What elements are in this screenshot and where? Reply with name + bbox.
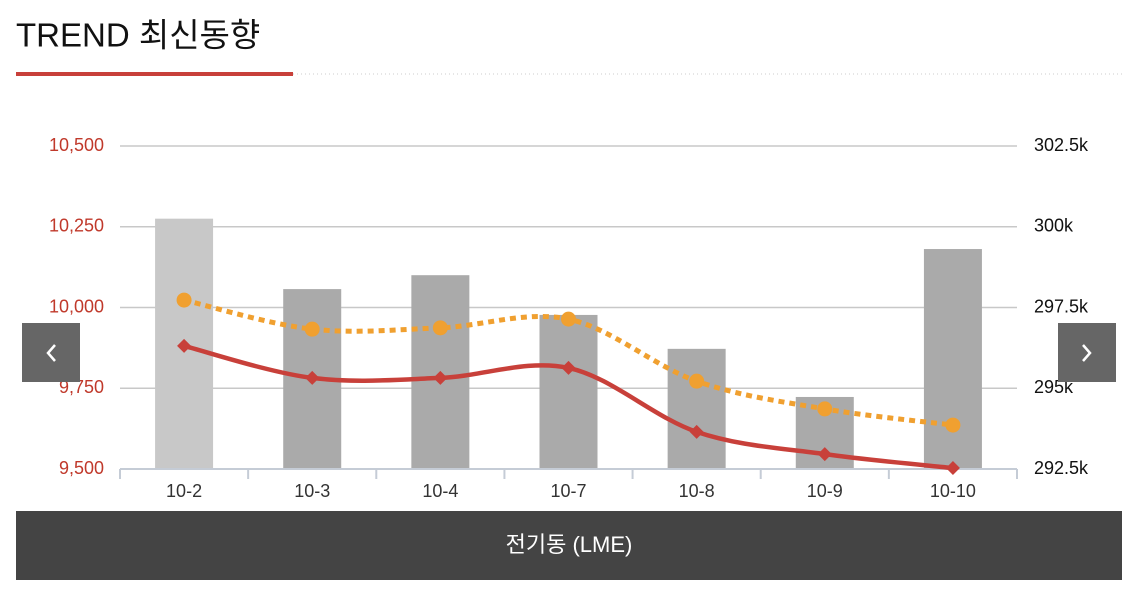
y-tick-label: 10,000 <box>49 296 104 316</box>
line-marker <box>305 370 320 385</box>
line-marker <box>945 417 961 433</box>
line-marker <box>433 370 448 385</box>
line-marker <box>304 321 320 337</box>
line-marker <box>689 424 704 439</box>
y-tick-label: 9,500 <box>59 458 104 478</box>
line-marker <box>177 338 192 353</box>
line-marker <box>561 360 576 375</box>
bar <box>923 249 982 469</box>
line-marker <box>561 311 576 327</box>
next-button[interactable] <box>1058 323 1116 382</box>
footer-bar <box>16 511 1122 580</box>
y2-tick-label: 292.5k <box>1034 458 1089 478</box>
bar <box>539 314 598 469</box>
line-marker <box>432 320 448 336</box>
line-marker <box>176 292 192 308</box>
bar <box>667 348 726 469</box>
header-title: TREND 최신동향 <box>16 17 260 54</box>
line-marker <box>689 373 705 389</box>
y-tick-label: 10,500 <box>49 135 104 155</box>
x-tick-label: 10-3 <box>294 481 330 501</box>
line-marker <box>817 401 833 417</box>
x-tick-label: 10-9 <box>807 481 843 501</box>
header-underline <box>16 72 293 76</box>
chart: 9,5009,75010,00010,25010,500292.5k295k29… <box>49 135 1089 501</box>
y-tick-label: 10,250 <box>49 216 104 236</box>
x-tick-label: 10-8 <box>679 481 715 501</box>
y2-tick-label: 302.5k <box>1034 135 1089 155</box>
x-tick-label: 10-2 <box>166 481 202 501</box>
x-tick-label: 10-7 <box>550 481 586 501</box>
footer-label: 전기동 (LME) <box>506 532 633 557</box>
y2-tick-label: 300k <box>1034 216 1074 236</box>
prev-button[interactable] <box>22 323 80 382</box>
line-marker <box>945 461 960 476</box>
x-tick-label: 10-10 <box>930 481 976 501</box>
y2-tick-label: 297.5k <box>1034 296 1089 316</box>
line-marker <box>817 447 832 462</box>
x-tick-label: 10-4 <box>422 481 458 501</box>
